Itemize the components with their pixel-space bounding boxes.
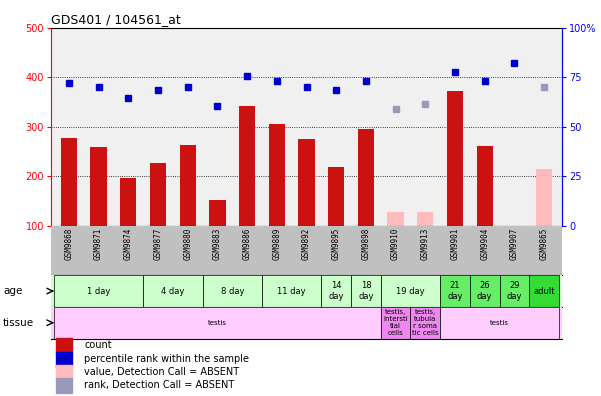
Bar [381,307,410,339]
Bar [209,200,225,226]
Text: percentile rank within the sample: percentile rank within the sample [84,354,249,364]
Text: 26
day: 26 day [477,282,492,301]
Bar [358,129,374,226]
Text: GSM9880: GSM9880 [183,227,192,260]
Text: testis,
tubula
r soma
tic cells: testis, tubula r soma tic cells [412,309,439,336]
Text: tissue: tissue [3,318,34,328]
Text: GSM9877: GSM9877 [153,227,162,260]
Bar [269,124,285,226]
Text: GSM9907: GSM9907 [510,227,519,260]
Text: GSM9895: GSM9895 [332,227,341,260]
Text: GSM9910: GSM9910 [391,227,400,260]
Text: GSM9865: GSM9865 [540,227,549,260]
Bar [150,163,166,226]
Bar [120,178,136,226]
Bar [477,146,493,226]
Text: GSM9874: GSM9874 [124,227,133,260]
Bar [262,275,322,307]
Text: GSM9886: GSM9886 [243,227,252,260]
Text: adult: adult [533,287,555,295]
Bar [90,147,107,226]
Text: GSM9868: GSM9868 [64,227,73,260]
Bar [203,275,262,307]
Text: 14
day: 14 day [329,282,344,301]
Text: GSM9883: GSM9883 [213,227,222,260]
Bar [54,275,143,307]
Bar [447,91,463,226]
Bar [61,137,77,226]
Text: 19 day: 19 day [396,287,425,295]
Bar [417,212,433,226]
Text: age: age [3,286,22,296]
Bar [56,379,72,393]
Text: GSM9889: GSM9889 [272,227,281,260]
Text: 18
day: 18 day [358,282,374,301]
Bar [322,275,351,307]
Text: testis,
intersti
tial
cells: testis, intersti tial cells [383,309,408,336]
Text: GSM9904: GSM9904 [480,227,489,260]
Bar [440,275,470,307]
Text: GSM9892: GSM9892 [302,227,311,260]
Text: 8 day: 8 day [221,287,244,295]
Bar [54,307,381,339]
Bar [143,275,203,307]
Bar [56,352,72,367]
Text: 4 day: 4 day [161,287,185,295]
Bar [529,275,559,307]
Bar [351,275,381,307]
Bar [388,212,404,226]
Bar [56,365,72,380]
Text: GSM9913: GSM9913 [421,227,430,260]
Bar [56,338,72,353]
Bar [410,307,440,339]
Bar [180,145,196,226]
Text: 29
day: 29 day [507,282,522,301]
Bar [239,106,255,226]
Text: testis: testis [490,320,509,326]
Text: GSM9871: GSM9871 [94,227,103,260]
Text: 1 day: 1 day [87,287,111,295]
Text: count: count [84,340,112,350]
Bar [499,275,529,307]
Text: 11 day: 11 day [277,287,306,295]
Text: GSM9901: GSM9901 [451,227,460,260]
Text: 21
day: 21 day [447,282,463,301]
Text: GDS401 / 104561_at: GDS401 / 104561_at [51,13,181,26]
Bar [298,139,315,226]
Bar [440,307,559,339]
Text: testis: testis [208,320,227,326]
Bar [381,275,440,307]
Text: value, Detection Call = ABSENT: value, Detection Call = ABSENT [84,367,239,377]
Bar [470,275,499,307]
Text: GSM9898: GSM9898 [361,227,370,260]
Text: rank, Detection Call = ABSENT: rank, Detection Call = ABSENT [84,380,234,390]
Bar [328,167,344,226]
Bar [536,169,552,226]
